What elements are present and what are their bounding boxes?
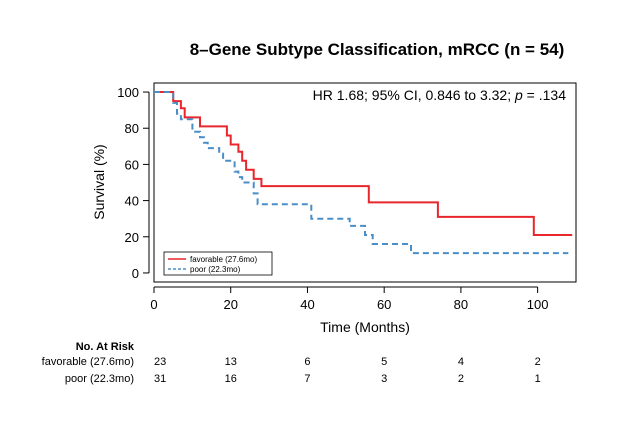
x-tick-label: 40 — [300, 297, 314, 312]
chart-title: 8–Gene Subtype Classification, mRCC (n =… — [190, 40, 565, 59]
hr-annotation: HR 1.68; 95% CI, 0.846 to 3.32; p = .134 — [313, 87, 567, 103]
at-risk-header: No. At Risk — [76, 341, 135, 353]
p-value: = .134 — [523, 87, 566, 103]
at-risk-cell: 4 — [458, 356, 464, 368]
at-risk-cell: 1 — [535, 373, 541, 385]
y-tick-label: 60 — [125, 157, 139, 172]
y-tick-label: 80 — [125, 121, 139, 136]
plot-area: 0 20 40 60 80 100 0 20 40 60 80 100 — [117, 82, 577, 312]
y-tick-label: 20 — [125, 230, 139, 245]
at-risk-cell: 16 — [225, 373, 237, 385]
y-tick-label: 40 — [125, 194, 139, 209]
x-tick-label: 60 — [377, 297, 391, 312]
y-tick-label: 0 — [132, 266, 139, 281]
at-risk-cell: 2 — [535, 356, 541, 368]
p-label: p — [514, 87, 523, 103]
x-tick-label: 0 — [150, 297, 157, 312]
at-risk-table: No. At Risk favorable (27.6mo) 23 13 6 5 4 2po… — [42, 341, 541, 385]
legend-box — [163, 251, 273, 276]
x-tick-label: 80 — [454, 297, 468, 312]
at-risk-row-label: poor (22.3mo) — [65, 373, 134, 385]
plot-frame — [153, 82, 577, 283]
hr-annotation-text: HR 1.68; 95% CI, 0.846 to 3.32; — [313, 87, 515, 103]
y-tick-label: 100 — [117, 85, 139, 100]
at-risk-cell: 13 — [225, 356, 237, 368]
series-line-favorable — [154, 91, 573, 236]
legend-label: poor (22.3mo) — [190, 265, 241, 274]
legend: favorable (27.6mo)poor (22.3mo) — [163, 251, 273, 276]
x-axis-label: Time (Months) — [320, 319, 410, 335]
legend-label: favorable (27.6mo) — [190, 255, 257, 264]
at-risk-cell: 6 — [304, 356, 310, 368]
at-risk-row-label: favorable (27.6mo) — [42, 356, 134, 368]
at-risk-cell: 2 — [458, 373, 464, 385]
at-risk-cell: 7 — [304, 373, 310, 385]
series-line-poor — [154, 91, 569, 255]
at-risk-cell: 5 — [381, 356, 387, 368]
y-axis-label: Survival (%) — [91, 144, 107, 219]
x-tick-label: 20 — [223, 297, 237, 312]
at-risk-cell: 31 — [154, 373, 166, 385]
x-tick-label: 100 — [527, 297, 549, 312]
at-risk-cell: 23 — [154, 356, 166, 368]
at-risk-cell: 3 — [381, 373, 387, 385]
